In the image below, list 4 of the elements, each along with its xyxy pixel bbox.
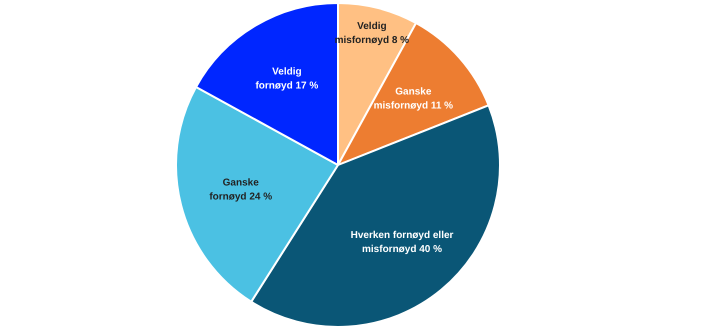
slice-label: Ganske fornøyd 24 % bbox=[209, 178, 272, 203]
slice-label: Hverken fornøyd eller misfornøyd 40 % bbox=[350, 230, 454, 256]
slice-label: Veldig fornøyd 17 % bbox=[255, 66, 318, 92]
slice-label: Ganske misfornøyd 11 % bbox=[374, 86, 454, 112]
